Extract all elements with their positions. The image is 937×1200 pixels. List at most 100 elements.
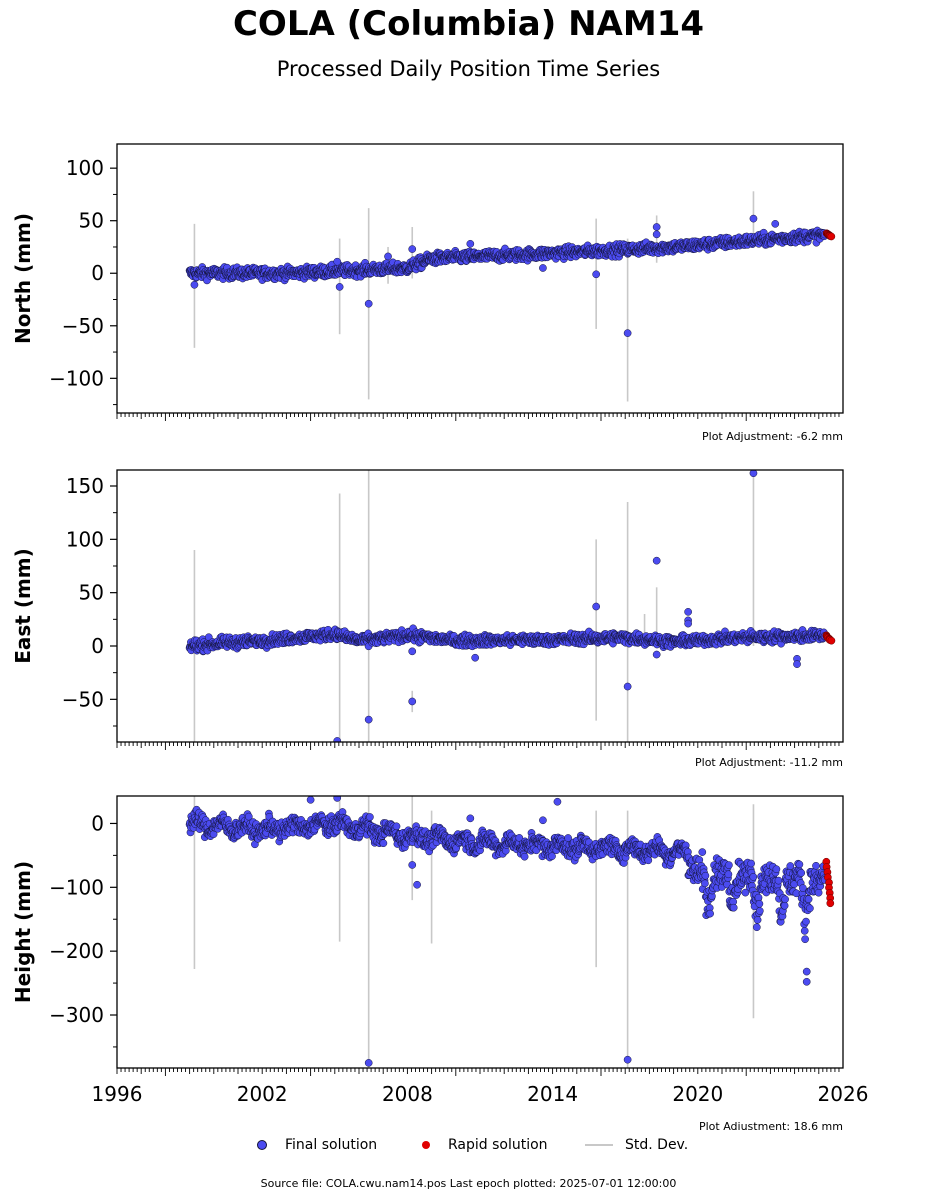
north-ylabel: North (mm) bbox=[11, 213, 35, 344]
north-outlier-point bbox=[623, 329, 632, 337]
east-outlier-point bbox=[623, 682, 632, 691]
east-ytick-label: 0 bbox=[91, 634, 104, 658]
east-outlier-point bbox=[749, 470, 758, 478]
height-outlier-point bbox=[553, 797, 562, 806]
east-ytick-label: 50 bbox=[79, 581, 104, 605]
height-outlier-point bbox=[333, 796, 342, 802]
height-final-point bbox=[801, 935, 809, 944]
north-rapid-point bbox=[827, 232, 836, 241]
time-series-plots: −100 −50 0 50 100 North (mm) Plot Adjustment: … bbox=[11, 143, 868, 1130]
height-final-point bbox=[752, 923, 761, 932]
height-final-point bbox=[755, 899, 764, 908]
east-outlier-point bbox=[471, 653, 480, 662]
height-outlier-point bbox=[364, 1059, 373, 1067]
height-final-point bbox=[698, 848, 707, 856]
height-final-point bbox=[644, 856, 653, 865]
east-outlier-point bbox=[684, 608, 692, 616]
height-outlier-point bbox=[408, 861, 417, 869]
height-final-point bbox=[520, 852, 529, 861]
height-final-point bbox=[795, 860, 804, 869]
north-outlier-point bbox=[384, 252, 392, 261]
height-final-point bbox=[780, 901, 789, 910]
height-final-point bbox=[724, 870, 733, 879]
east-ylabel: East (mm) bbox=[11, 548, 35, 664]
north-plot-adjustment: Plot Adjustment: -6.2 mm bbox=[702, 430, 843, 443]
height-final-point bbox=[806, 904, 814, 913]
height-final-point bbox=[747, 859, 755, 868]
east-rapid-point bbox=[827, 636, 836, 645]
east-ytick-label: −50 bbox=[62, 687, 104, 711]
height-final-point bbox=[379, 839, 388, 848]
height-rapid-point bbox=[826, 899, 835, 908]
height-final-point bbox=[366, 813, 374, 821]
north-outlier-point bbox=[408, 245, 417, 253]
height-final-point bbox=[392, 822, 401, 831]
east-outlier-point bbox=[652, 556, 661, 565]
height-ytick-label: −300 bbox=[49, 1003, 104, 1027]
height-final-point bbox=[749, 873, 758, 881]
north-outlier-point bbox=[190, 280, 199, 289]
north-ytick-label: 100 bbox=[66, 156, 104, 180]
height-outlier-point bbox=[539, 816, 547, 825]
height-final-point bbox=[812, 861, 820, 870]
height-final-point bbox=[781, 895, 789, 904]
north-ytick-label: 50 bbox=[79, 209, 104, 233]
chart-title: COLA (Columbia) NAM14 bbox=[232, 4, 705, 44]
north-outlier-point bbox=[592, 270, 601, 279]
height-final-point bbox=[814, 888, 823, 897]
height-final-point bbox=[774, 876, 783, 885]
height-outlier-point bbox=[623, 1055, 632, 1064]
height-final-point bbox=[755, 907, 764, 915]
height-final-point bbox=[515, 834, 524, 842]
height-final-point bbox=[753, 916, 762, 924]
east-ytick-label: 150 bbox=[66, 474, 104, 498]
height-ytick-label: −200 bbox=[49, 939, 104, 963]
height-final-point bbox=[797, 869, 806, 877]
height-final-point bbox=[786, 862, 795, 870]
north-outlier-point bbox=[466, 239, 475, 248]
north-outlier-point bbox=[652, 230, 661, 239]
height-outlier-point bbox=[802, 977, 811, 986]
height-final-point bbox=[706, 909, 714, 918]
panel-north: −100 −50 0 50 100 North (mm) Plot Adjustment: … bbox=[11, 143, 844, 443]
north-ytick-label: 0 bbox=[91, 261, 104, 285]
east-outlier-point bbox=[592, 602, 601, 611]
north-plot-area bbox=[185, 191, 836, 402]
panel-east: −50 0 50 100 150 East (mm) Plot Adjustment: -1… bbox=[11, 469, 844, 769]
height-final-point bbox=[725, 861, 733, 869]
east-ytick-label: 100 bbox=[66, 527, 104, 551]
east-plot-adjustment: Plot Adjustment: -11.2 mm bbox=[695, 756, 843, 769]
height-outlier-point bbox=[466, 814, 475, 823]
height-final-point bbox=[741, 888, 750, 897]
east-outlier-point bbox=[364, 715, 373, 724]
height-outlier-point bbox=[306, 796, 315, 804]
north-ytick-label: −50 bbox=[62, 314, 104, 338]
height-final-point bbox=[701, 871, 710, 880]
east-outlier-point bbox=[408, 647, 417, 656]
height-final-point bbox=[804, 895, 813, 904]
chart-subtitle: Processed Daily Position Time Series bbox=[276, 57, 661, 81]
north-outlier-point bbox=[335, 283, 344, 291]
north-outlier-point bbox=[749, 214, 758, 223]
height-final-point bbox=[772, 865, 781, 874]
east-frame bbox=[116, 469, 844, 743]
height-final-point bbox=[800, 927, 809, 935]
north-outlier-point bbox=[539, 264, 547, 272]
east-outlier-point bbox=[684, 619, 692, 628]
height-outlier-point bbox=[802, 967, 811, 976]
height-final-point bbox=[548, 852, 556, 861]
east-outlier-point bbox=[652, 650, 661, 659]
north-outlier-point bbox=[771, 220, 780, 228]
height-ytick-label: 0 bbox=[91, 811, 104, 835]
height-outlier-point bbox=[413, 880, 421, 889]
height-final-point bbox=[799, 884, 807, 892]
height-plot-area bbox=[185, 796, 835, 1068]
height-ytick-label: −100 bbox=[49, 875, 104, 899]
east-outlier-point bbox=[793, 660, 801, 668]
north-outlier-point bbox=[364, 299, 373, 308]
east-plot-area bbox=[185, 470, 836, 742]
north-outlier-point bbox=[333, 257, 342, 266]
east-outlier-point bbox=[408, 697, 417, 706]
north-ytick-label: −100 bbox=[49, 366, 104, 390]
